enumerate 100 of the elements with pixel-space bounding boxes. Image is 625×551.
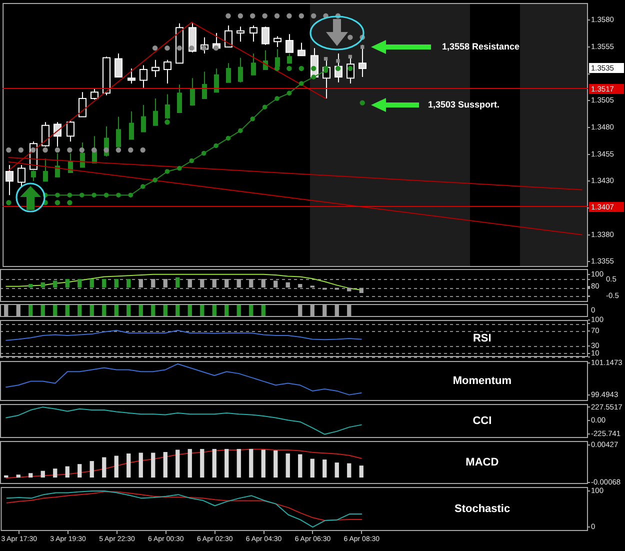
bar xyxy=(78,464,82,478)
point xyxy=(238,128,243,134)
bar xyxy=(200,448,204,478)
bar xyxy=(176,277,180,288)
annotation: 1,3558 Resistance xyxy=(442,41,520,52)
point xyxy=(6,147,12,153)
point xyxy=(6,200,12,206)
bar xyxy=(28,473,33,478)
point xyxy=(79,192,84,198)
point xyxy=(128,192,134,198)
bar xyxy=(359,466,364,478)
bar xyxy=(200,279,204,288)
bar xyxy=(322,460,327,478)
bar xyxy=(40,470,45,478)
point xyxy=(67,192,72,198)
bar xyxy=(151,452,156,478)
point xyxy=(214,143,218,148)
bar xyxy=(40,282,45,288)
bar xyxy=(126,279,131,288)
bar xyxy=(114,456,118,478)
bar xyxy=(286,453,290,478)
point xyxy=(104,147,109,153)
bar xyxy=(224,279,229,288)
point xyxy=(55,192,60,198)
point xyxy=(42,147,48,153)
point xyxy=(140,147,146,153)
bar xyxy=(28,284,33,288)
point xyxy=(250,116,256,122)
text: MACD xyxy=(466,456,499,469)
bar xyxy=(102,279,106,288)
point xyxy=(298,66,304,72)
bar xyxy=(90,461,94,478)
bar xyxy=(138,279,143,288)
point xyxy=(164,169,170,174)
bar xyxy=(102,457,106,478)
point xyxy=(298,13,304,18)
point xyxy=(79,147,84,153)
bar xyxy=(359,288,364,293)
bar xyxy=(65,466,70,478)
point xyxy=(152,45,158,51)
point xyxy=(140,184,146,189)
bar xyxy=(224,448,229,478)
point xyxy=(152,178,158,182)
bar xyxy=(286,282,290,288)
point xyxy=(348,34,353,40)
point xyxy=(226,13,231,18)
point xyxy=(274,96,280,101)
point xyxy=(116,147,122,153)
point xyxy=(286,90,292,96)
bar xyxy=(188,448,192,478)
point xyxy=(128,147,134,153)
bar xyxy=(347,288,352,292)
point xyxy=(164,120,170,125)
point xyxy=(67,200,72,206)
bar xyxy=(274,280,278,288)
bar xyxy=(298,454,302,478)
bar xyxy=(261,279,266,288)
bar xyxy=(188,279,192,288)
bar xyxy=(53,280,58,288)
bar xyxy=(334,462,339,478)
point xyxy=(18,147,24,153)
bar xyxy=(212,448,216,478)
point xyxy=(54,147,60,153)
point xyxy=(324,56,328,61)
bar xyxy=(163,452,168,478)
bar xyxy=(53,468,58,478)
point xyxy=(360,100,365,106)
bar xyxy=(298,284,302,288)
annotation: 1,3503 Sussport. xyxy=(428,99,500,110)
point xyxy=(189,158,194,164)
point xyxy=(311,74,316,80)
point xyxy=(67,147,72,153)
point xyxy=(176,45,182,51)
bar xyxy=(163,279,168,288)
point xyxy=(336,59,340,63)
point xyxy=(201,150,206,156)
point xyxy=(250,13,256,18)
point xyxy=(189,45,194,51)
text: Stochastic xyxy=(454,503,510,516)
bar xyxy=(236,279,241,288)
point xyxy=(299,81,304,86)
point xyxy=(238,13,244,18)
bar xyxy=(274,450,278,478)
text: RSI xyxy=(472,332,492,345)
bar xyxy=(114,279,118,288)
bar xyxy=(138,452,143,478)
candlestick xyxy=(188,22,196,53)
bar xyxy=(236,448,241,478)
point xyxy=(262,104,268,110)
point xyxy=(360,45,364,49)
point xyxy=(54,200,60,206)
bar xyxy=(249,279,254,288)
point xyxy=(164,45,170,51)
bar xyxy=(212,279,216,288)
text: CCI xyxy=(472,415,492,428)
bar xyxy=(261,450,266,478)
bar xyxy=(16,474,20,478)
bar xyxy=(151,279,156,288)
point xyxy=(286,66,292,72)
text: Momentum xyxy=(452,375,512,388)
